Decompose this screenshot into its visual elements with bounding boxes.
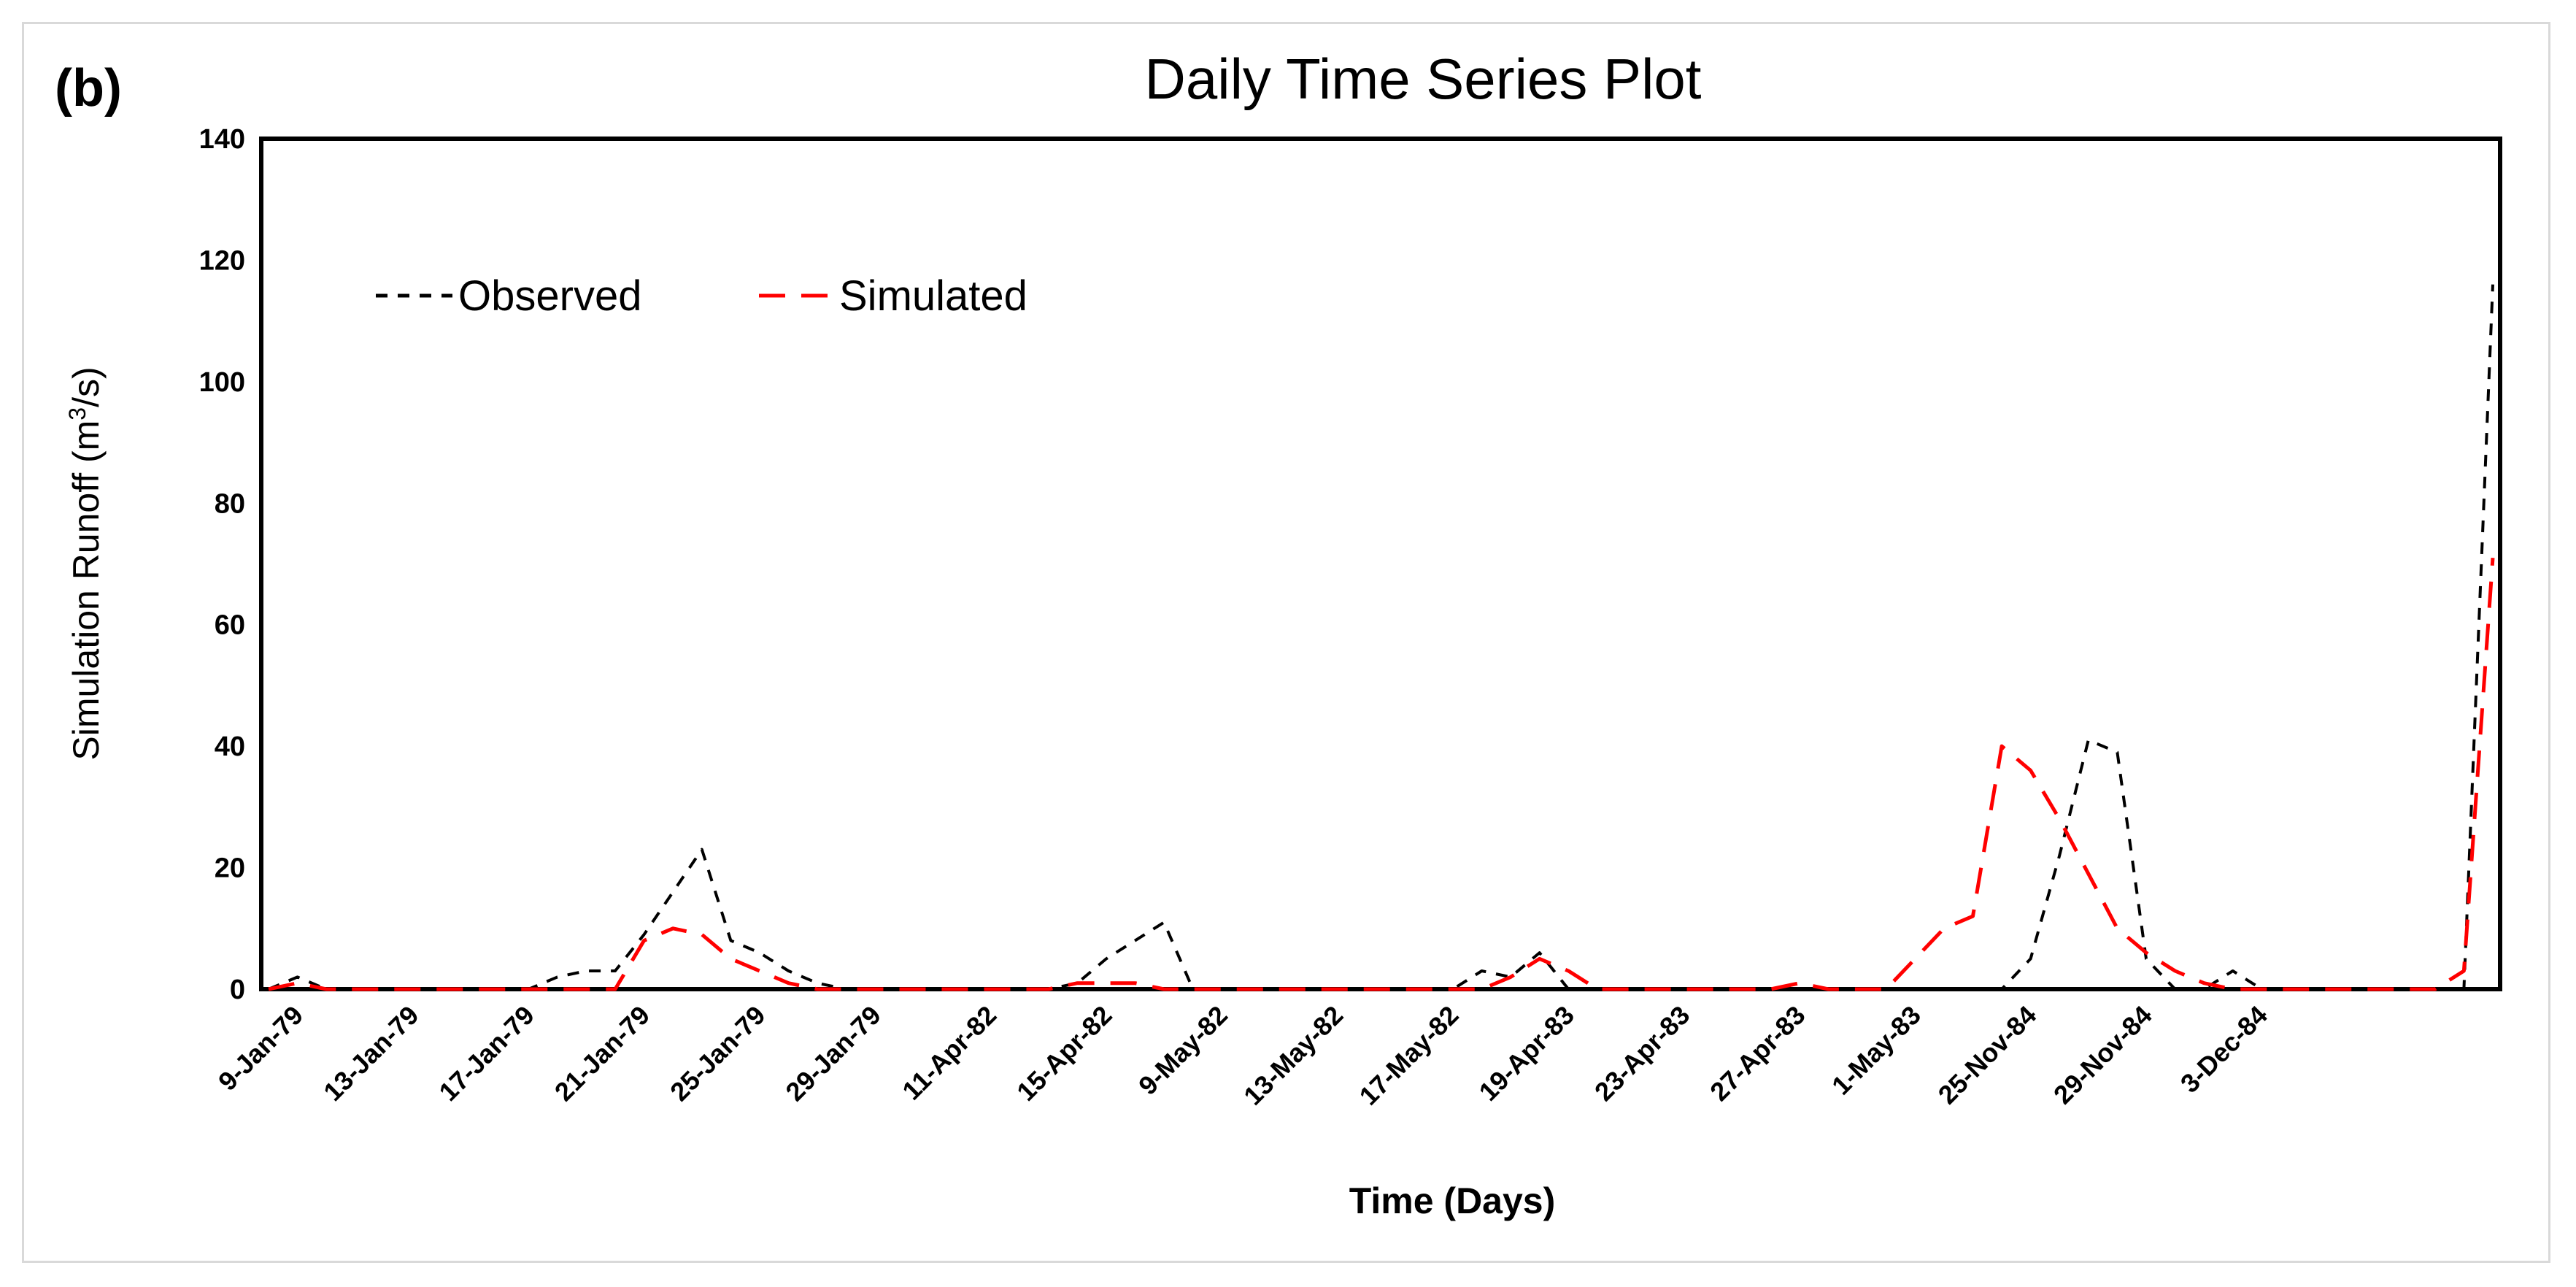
x-tick-label: 21-Jan-79 (549, 1000, 655, 1107)
y-tick-label: 40 (215, 731, 245, 762)
y-tick-label: 20 (215, 853, 245, 884)
plot-area (259, 137, 2502, 991)
x-tick-label: 13-Jan-79 (317, 1000, 424, 1107)
y-axis-label: Simulation Runoff (m3/s) (64, 366, 107, 760)
y-tick-label: 60 (215, 610, 245, 641)
x-axis-label: Time (Days) (1349, 1180, 1556, 1221)
legend-label-simulated: Simulated (839, 272, 1027, 320)
x-tick-label: 25-Jan-79 (664, 1000, 771, 1107)
x-tick-label: 1-May-83 (1826, 1000, 1927, 1101)
y-tick-label: 140 (199, 124, 245, 155)
chart-title: Daily Time Series Plot (1145, 47, 1702, 111)
x-tick-label: 13-May-82 (1238, 1000, 1349, 1111)
x-tick-label: 29-Nov-84 (2048, 1000, 2158, 1110)
y-tick-label: 120 (199, 245, 245, 276)
x-tick-label: 15-Apr-82 (1011, 1000, 1117, 1107)
y-tick-label: 80 (215, 488, 245, 519)
x-tick-label: 17-Jan-79 (433, 1000, 539, 1107)
x-tick-label: 27-Apr-83 (1704, 1000, 1810, 1107)
x-tick-label: 25-Nov-84 (1932, 1000, 2043, 1110)
series-lines (268, 284, 2495, 991)
x-tick-label: 23-Apr-83 (1589, 1000, 1695, 1107)
x-axis-ticks: 9-Jan-79 13-Jan-79 17-Jan-79 21-Jan-79 25-Ja… (212, 1000, 2273, 1111)
series-line-observed (268, 284, 2494, 991)
x-tick-label: 29-Jan-79 (779, 1000, 886, 1107)
y-tick-label: 0 (230, 975, 245, 1005)
x-tick-label: 9-May-82 (1133, 1000, 1233, 1101)
x-tick-label: 19-Apr-83 (1473, 1000, 1580, 1107)
legend-label-observed: Observed (458, 272, 641, 320)
legend: Observed Simulated (376, 272, 1027, 320)
x-tick-label: 9-Jan-79 (212, 1000, 309, 1096)
y-tick-label: 100 (199, 367, 245, 398)
panel-label: (b) (55, 59, 122, 118)
x-tick-label: 17-May-82 (1354, 1000, 1465, 1111)
y-axis-ticks: 0 20 40 60 80 100 120 140 (199, 124, 245, 1005)
series-line-simulated (268, 558, 2495, 991)
x-tick-label: 11-Apr-82 (896, 1000, 1002, 1106)
x-tick-label: 3-Dec-84 (2175, 1000, 2273, 1099)
chart-frame (22, 22, 2550, 1263)
